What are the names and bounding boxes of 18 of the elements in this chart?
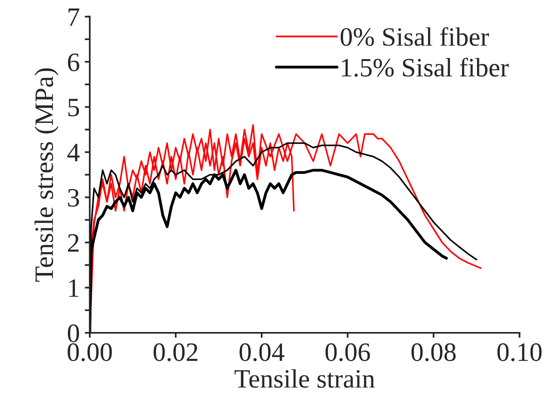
x-tick-label: 0.02 [154,343,198,362]
x-tick-label: 0.04 [240,343,284,362]
y-tick-label: 2 [68,234,79,252]
y-tick-label: 7 [68,8,80,26]
y-tick-label: 4 [67,144,80,162]
legend-label: 1.5% Sisal fiber [342,58,509,77]
x-axis-title: Tensile strain [234,369,375,388]
y-tick-label: 5 [68,98,80,116]
x-tick-label: 0.00 [68,343,112,362]
y-tick-label: 1 [69,279,78,297]
legend-label: 0% Sisal fiber [340,27,489,46]
y-tick-label: 6 [68,53,80,72]
y-axis-title: Tensile stress (MPa) [34,68,59,282]
y-tick-label: 3 [68,188,80,207]
x-tick-label: 0.06 [326,343,370,362]
x-tick-label: 0.08 [411,343,456,362]
x-tick-label: 0.10 [497,343,542,362]
y-tick-label: 0 [68,324,80,342]
